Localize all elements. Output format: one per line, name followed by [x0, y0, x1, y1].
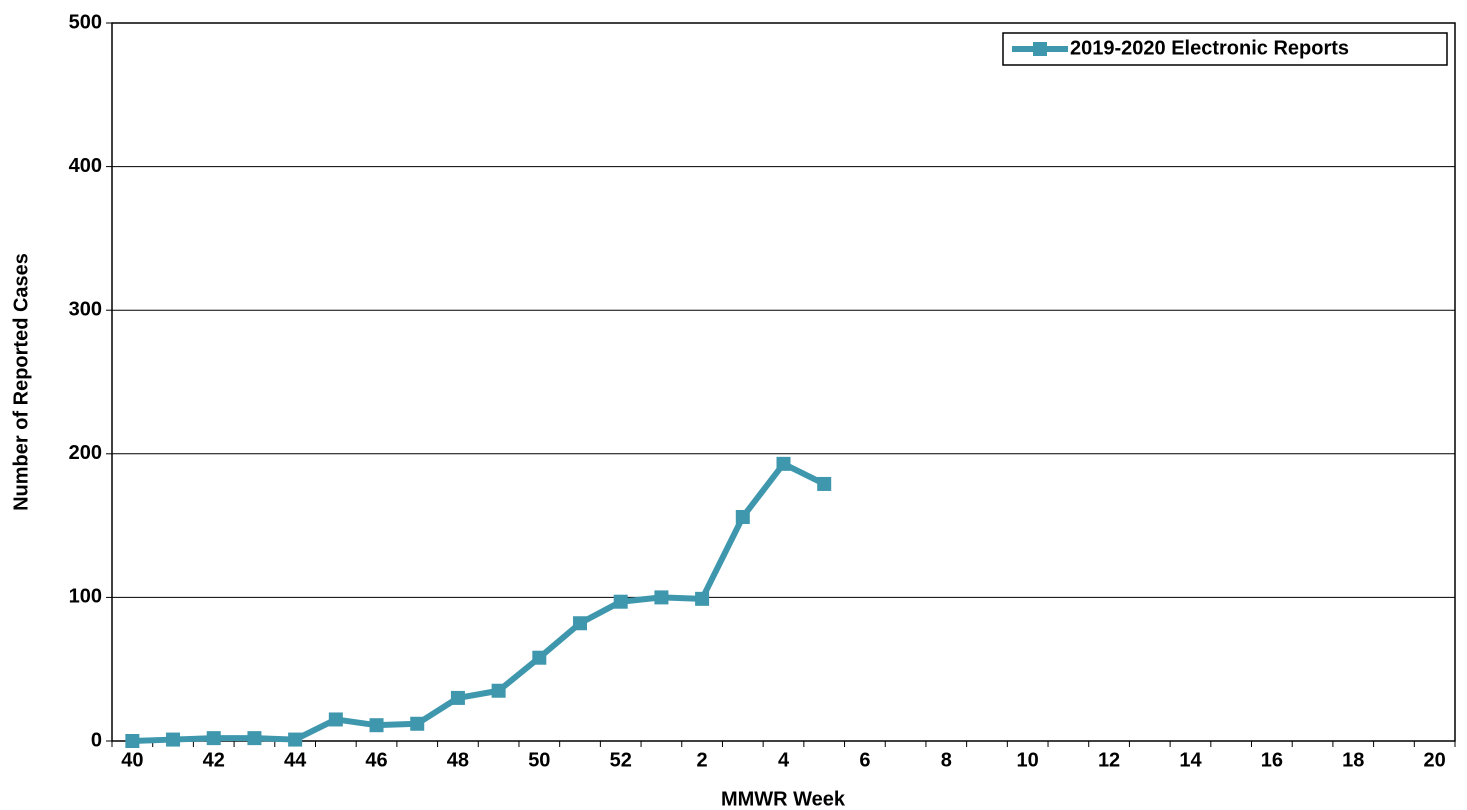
x-tick-label: 10 — [1017, 749, 1039, 771]
marker — [206, 731, 221, 746]
marker — [573, 616, 588, 631]
x-tick-label: 12 — [1098, 749, 1120, 771]
x-tick-label: 4 — [778, 749, 790, 771]
x-tick-label: 18 — [1342, 749, 1364, 771]
x-tick-label: 8 — [941, 749, 952, 771]
y-tick-label: 400 — [69, 155, 102, 177]
x-tick-label: 20 — [1424, 749, 1446, 771]
x-tick-label: 2 — [697, 749, 708, 771]
marker — [369, 718, 384, 733]
x-tick-label: 52 — [610, 749, 632, 771]
x-tick-label: 42 — [203, 749, 225, 771]
marker — [735, 509, 750, 524]
marker — [288, 732, 303, 747]
legend-marker — [1033, 42, 1047, 56]
y-tick-label: 300 — [69, 298, 102, 320]
marker — [125, 734, 140, 748]
y-tick-label: 500 — [69, 11, 102, 33]
marker — [776, 456, 791, 471]
plot-frame — [111, 22, 1456, 742]
y-tick-label: 200 — [69, 442, 102, 464]
marker — [654, 590, 669, 605]
marker — [491, 683, 506, 698]
x-tick-label: 14 — [1179, 749, 1202, 771]
marker — [166, 732, 181, 747]
x-tick-label: 6 — [859, 749, 870, 771]
y-tick-label: 0 — [91, 729, 102, 751]
marker — [817, 476, 832, 491]
x-axis-title: MMWR Week — [721, 788, 846, 810]
marker — [328, 712, 343, 727]
marker — [695, 591, 710, 606]
marker — [450, 690, 465, 705]
legend-label: 2019-2020 Electronic Reports — [1070, 37, 1349, 59]
marker — [247, 731, 262, 746]
x-tick-label: 48 — [447, 749, 469, 771]
marker — [532, 650, 547, 665]
y-tick-label: 100 — [69, 586, 102, 608]
x-tick-label: 44 — [284, 749, 307, 771]
marker — [613, 594, 628, 609]
x-tick-label: 40 — [121, 749, 143, 771]
x-tick-label: 46 — [365, 749, 387, 771]
x-tick-label: 50 — [528, 749, 550, 771]
x-tick-label: 16 — [1261, 749, 1283, 771]
y-axis-title: Number of Reported Cases — [10, 253, 32, 511]
marker — [410, 716, 425, 731]
legend-box — [1002, 32, 1448, 66]
series-line — [132, 460, 826, 744]
